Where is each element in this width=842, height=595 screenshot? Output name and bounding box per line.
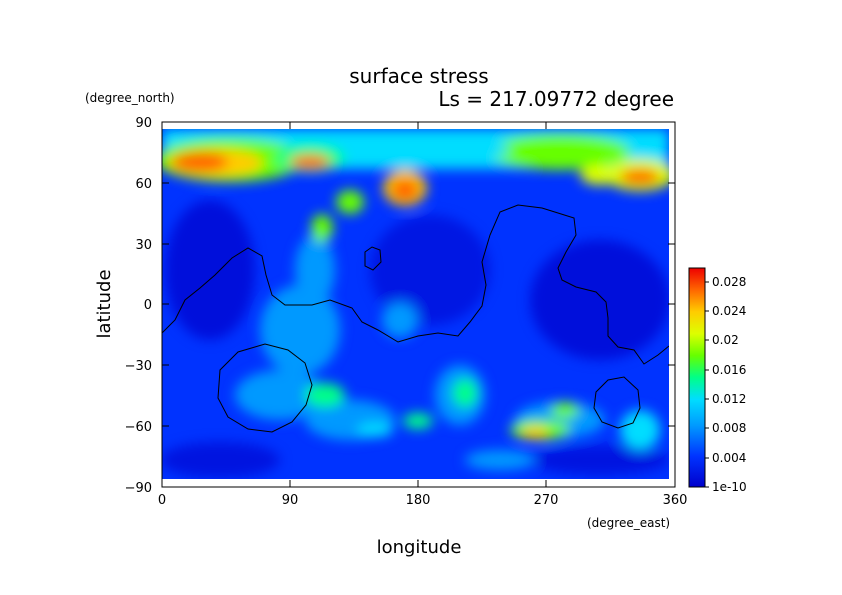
colorbar-label: 0.008: [712, 421, 746, 435]
x-tick-label: 0: [158, 493, 166, 508]
x-unit-label: (degree_east): [587, 516, 670, 530]
chart-title: surface stress: [349, 64, 488, 88]
y-tick-label: 90: [135, 116, 152, 131]
colorbar-label: 1e-10: [712, 480, 747, 494]
x-tick-label: 90: [282, 493, 299, 508]
colorbar-label: 0.028: [712, 275, 746, 289]
y-tick-label: 60: [135, 177, 152, 192]
x-tick-label: 360: [663, 493, 688, 508]
x-tick-label: 270: [534, 493, 559, 508]
y-unit-label: (degree_north): [85, 91, 175, 105]
heatmap-field: [162, 129, 669, 479]
x-axis-label: longitude: [377, 537, 462, 558]
colorbar-label: 0.004: [712, 451, 746, 465]
axis-ticks: [161, 121, 676, 488]
y-tick-label: 0: [144, 298, 152, 313]
y-axis-label: latitude: [94, 269, 115, 338]
colorbar: [688, 267, 706, 488]
y-tick-label: 30: [135, 238, 152, 253]
y-tick-label: −30: [125, 359, 152, 374]
chart-subtitle: Ls = 217.09772 degree: [438, 87, 674, 111]
x-tick-label: 180: [406, 493, 431, 508]
y-tick-label: −60: [125, 420, 152, 435]
colorbar-label: 0.024: [712, 304, 746, 318]
y-tick-label: −90: [125, 481, 152, 496]
colorbar-label: 0.02: [712, 333, 739, 347]
colorbar-label: 0.016: [712, 363, 746, 377]
colorbar-ticks: [705, 281, 709, 488]
colorbar-label: 0.012: [712, 392, 746, 406]
